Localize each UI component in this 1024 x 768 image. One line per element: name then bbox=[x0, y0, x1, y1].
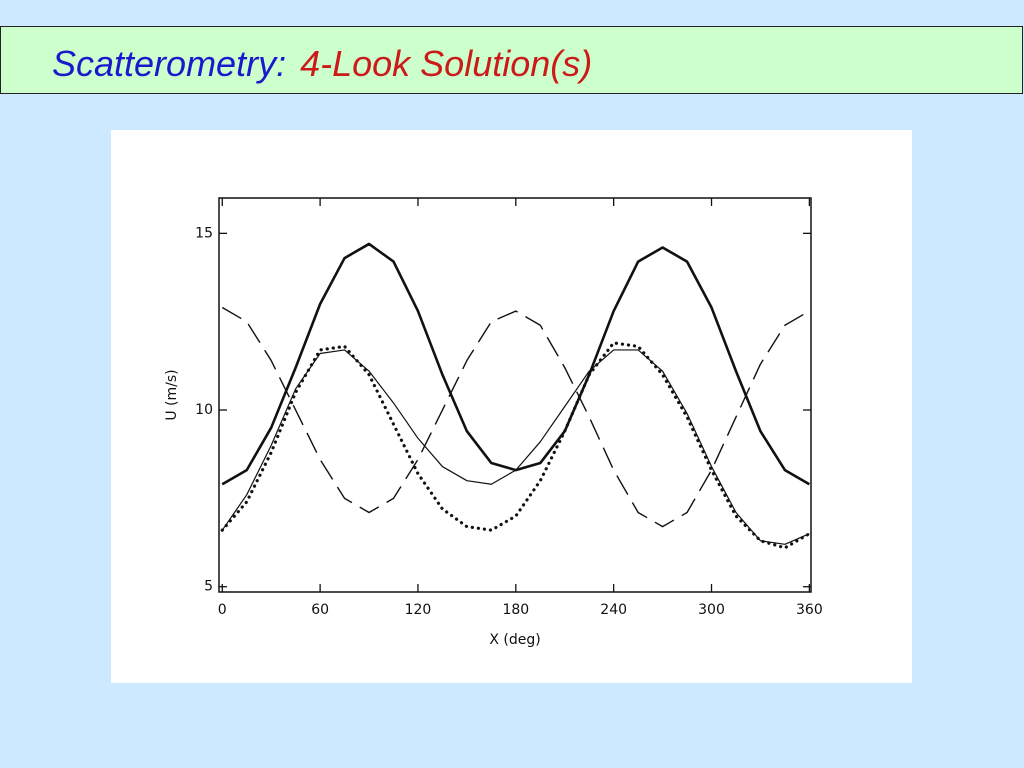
plot: 0 60 120 180 240 300 360 5 10 15 X (deg) U (m/s) bbox=[164, 197, 823, 648]
figure-panel bbox=[111, 130, 912, 683]
y-axis-label: U (m/s) bbox=[164, 369, 180, 420]
series-line bbox=[220, 341, 811, 550]
title-box bbox=[0, 26, 1023, 94]
x-tick-label: 60 bbox=[311, 602, 329, 618]
slide-title: Scatterometry: 4-Look Solution(s) bbox=[52, 43, 592, 84]
plot-frame bbox=[218, 197, 812, 593]
x-tick-label: 0 bbox=[218, 602, 227, 618]
title-sub: 4-Look Solution(s) bbox=[300, 43, 592, 84]
x-axis-label: X (deg) bbox=[489, 632, 540, 648]
title-main: Scatterometry bbox=[52, 43, 278, 84]
y-tick-label: 10 bbox=[195, 402, 213, 418]
y-tick-label: 15 bbox=[195, 225, 213, 241]
x-tick-label: 300 bbox=[698, 602, 725, 618]
x-tick-label: 120 bbox=[405, 602, 432, 618]
series-line bbox=[221, 349, 810, 545]
y-tick-label: 5 bbox=[204, 579, 213, 595]
x-tick-label: 240 bbox=[600, 602, 627, 618]
x-tick-label: 360 bbox=[796, 602, 823, 618]
x-tick-label: 180 bbox=[502, 602, 529, 618]
series-line bbox=[221, 306, 810, 528]
title-separator: : bbox=[276, 43, 286, 84]
